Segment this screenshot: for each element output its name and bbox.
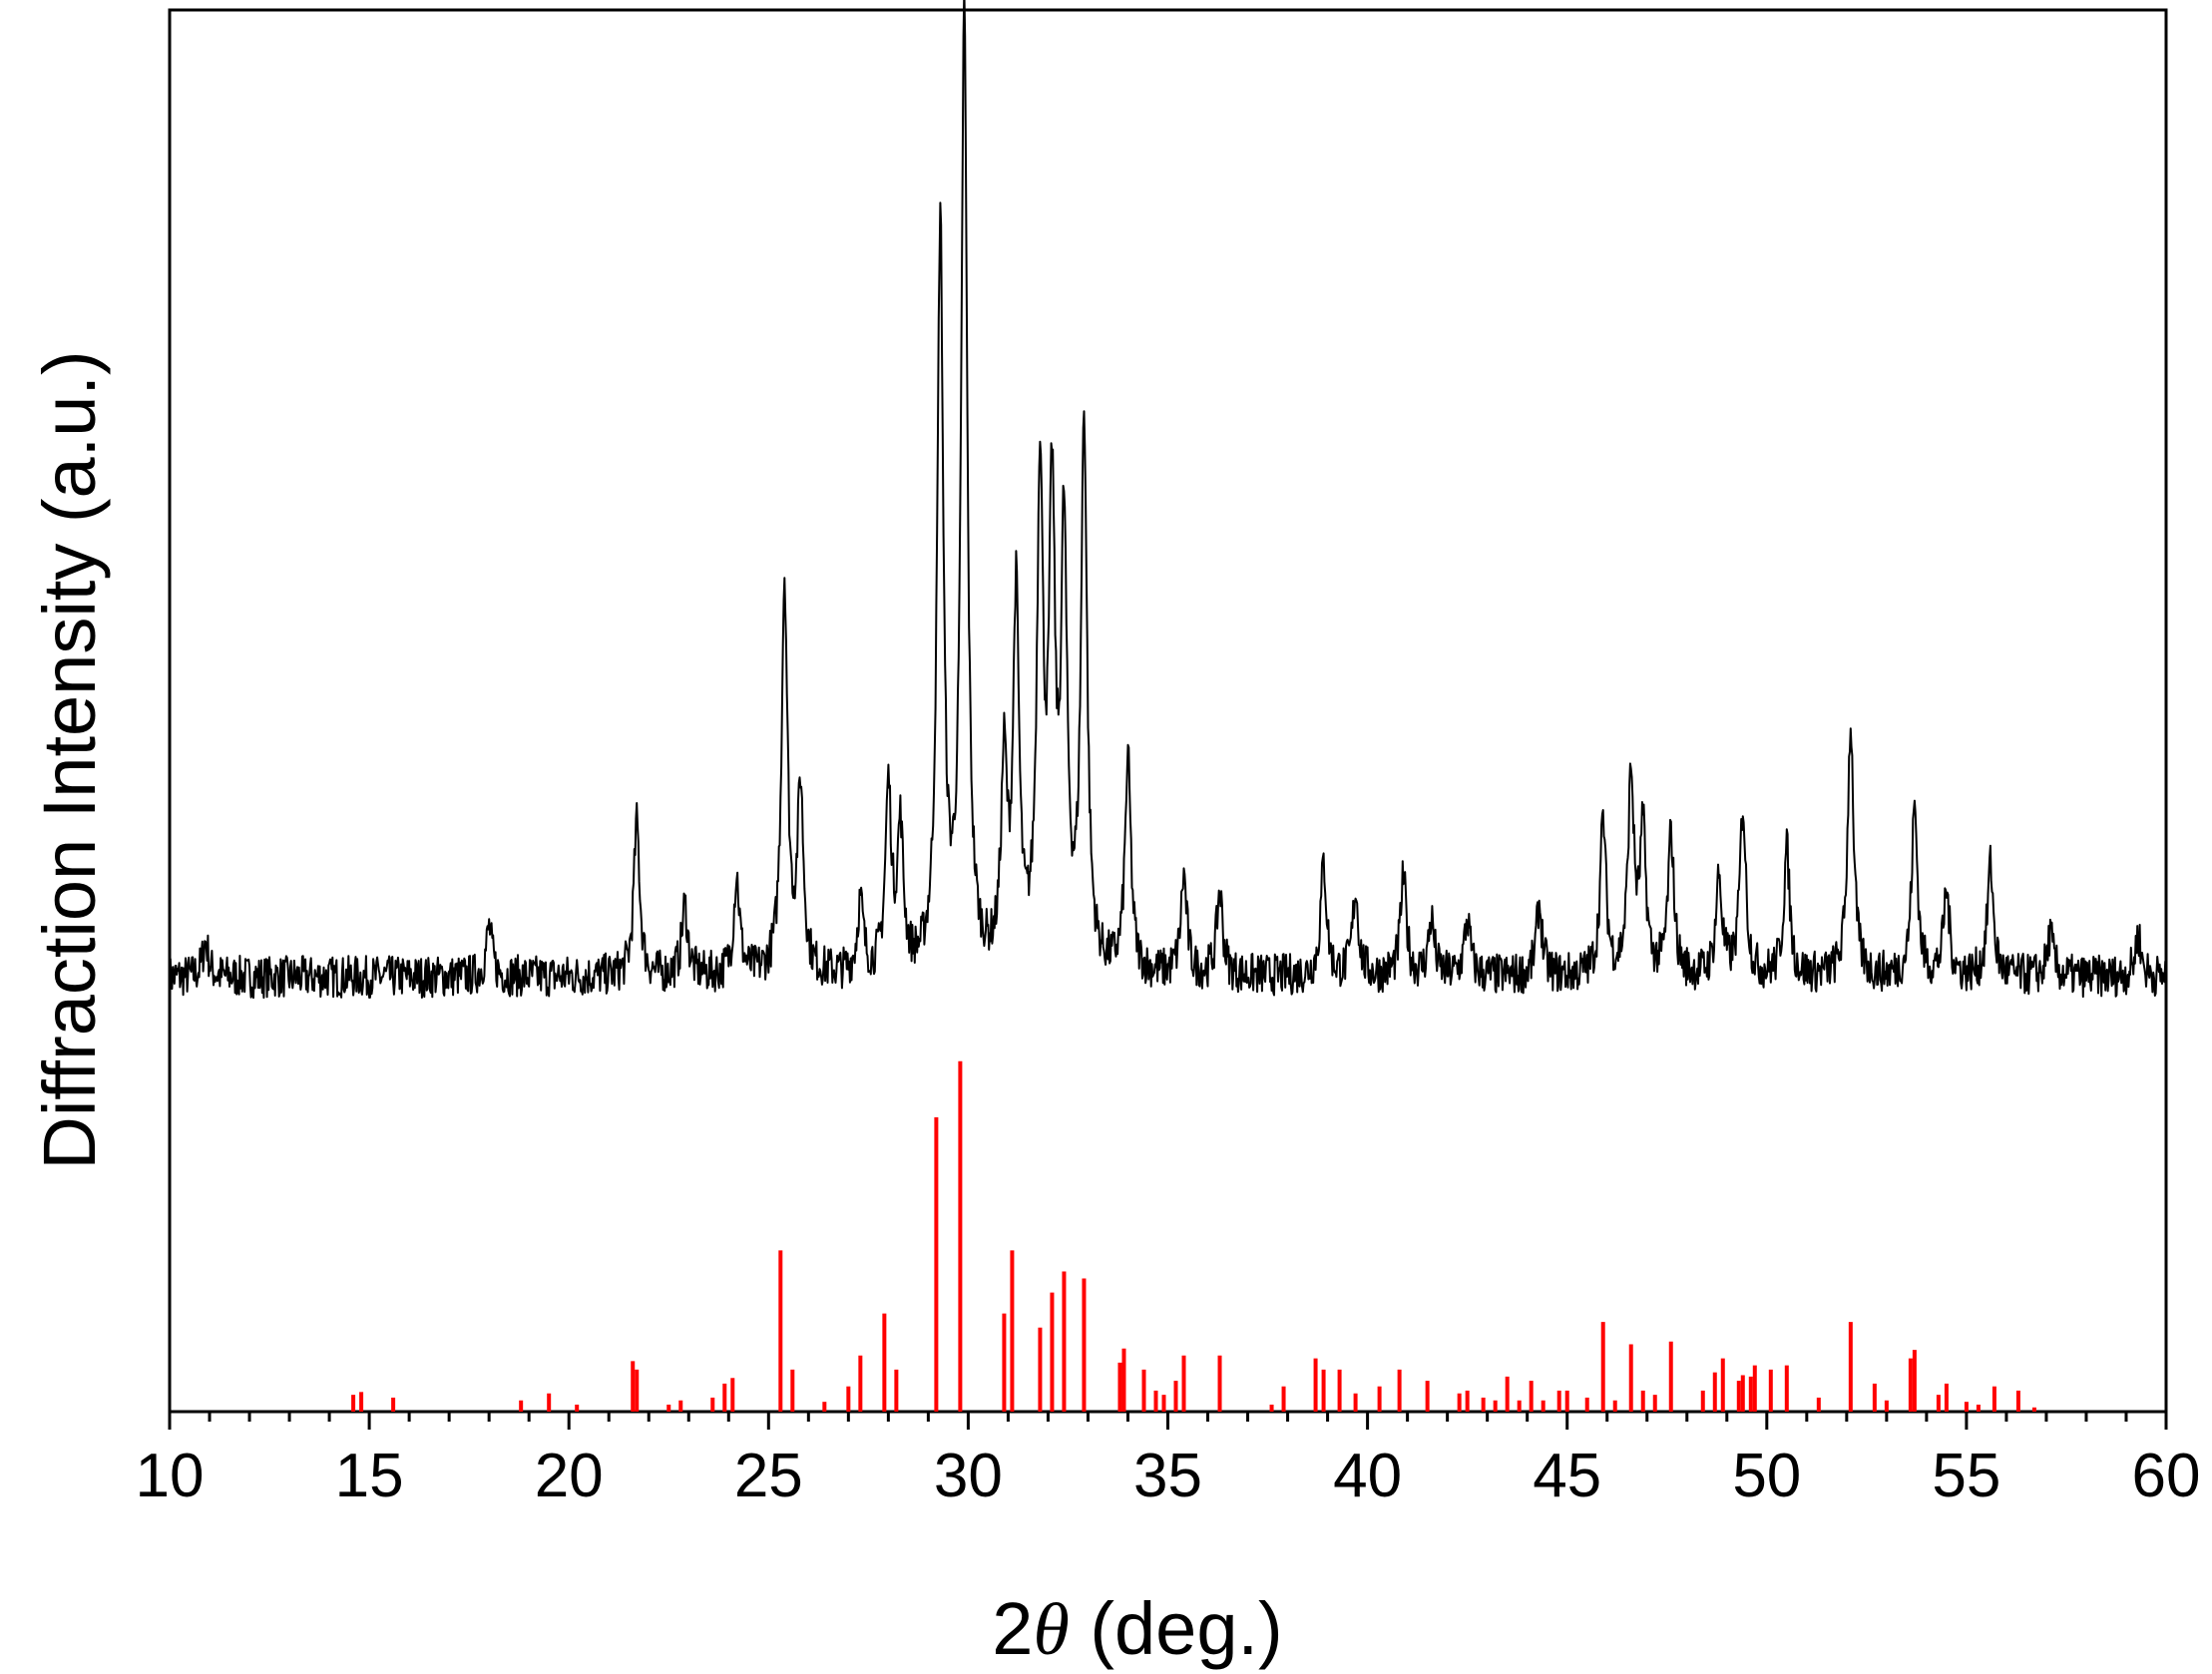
x-axis-title-suffix: (deg.)	[1070, 1587, 1283, 1670]
y-axis-title: Diffraction Intensity (a.u.)	[28, 350, 111, 1169]
theta-symbol: θ	[1033, 1589, 1069, 1671]
x-tick-label: 35	[1133, 1442, 1202, 1510]
plot-frame	[168, 8, 2168, 1414]
x-tick-label: 20	[535, 1442, 604, 1510]
x-tick-label: 30	[934, 1442, 1003, 1510]
x-tick-label: 50	[1732, 1442, 1801, 1510]
x-tick-label: 60	[2132, 1442, 2201, 1510]
x-tick-label: 10	[136, 1442, 205, 1510]
x-axis-ticks	[168, 1412, 2168, 1430]
x-tick-label: 55	[1932, 1442, 2000, 1510]
x-tick-label: 15	[335, 1442, 404, 1510]
reference-pattern-sticks	[351, 1060, 2036, 1412]
measured-pattern-line	[169, 0, 2167, 1000]
x-axis-title-prefix: 2	[992, 1587, 1033, 1670]
x-axis-tick-labels: 10 15 20 25 30 35 40 45 50 55 60	[136, 1442, 2201, 1510]
x-axis-title: 2θ (deg.)	[992, 1587, 1282, 1671]
x-tick-label: 40	[1333, 1442, 1402, 1510]
x-tick-label: 45	[1533, 1442, 1601, 1510]
x-tick-label: 25	[734, 1442, 803, 1510]
